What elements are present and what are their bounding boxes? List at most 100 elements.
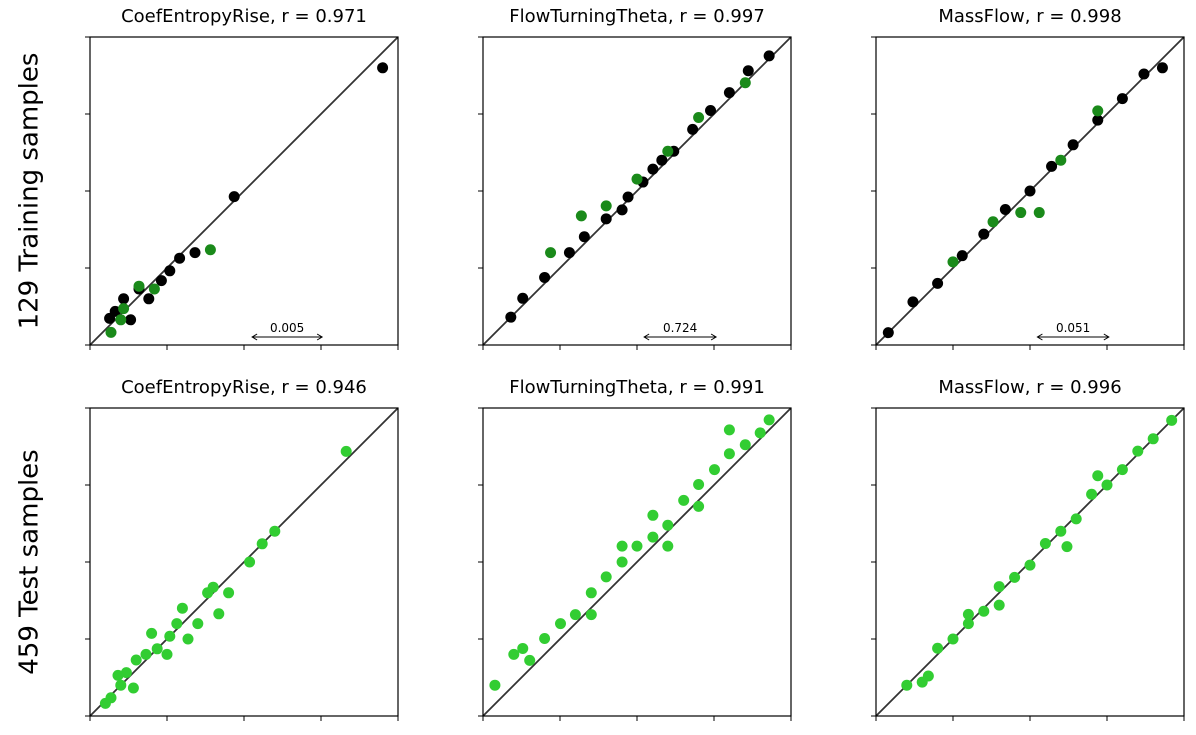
- point: [133, 280, 145, 292]
- point: [1009, 571, 1021, 583]
- point: [109, 305, 121, 317]
- point: [739, 77, 751, 89]
- point: [115, 314, 127, 326]
- point: [705, 105, 717, 117]
- row-label: 129 Training samples: [15, 53, 45, 330]
- point: [585, 609, 597, 621]
- point: [987, 216, 999, 228]
- point: [600, 200, 612, 212]
- point: [1092, 470, 1104, 482]
- point: [164, 265, 176, 277]
- point: [1132, 445, 1144, 457]
- point: [1086, 488, 1098, 500]
- point: [723, 87, 735, 99]
- point: [176, 602, 188, 614]
- point: [1015, 207, 1027, 219]
- point: [575, 210, 587, 222]
- point: [204, 244, 216, 256]
- point: [723, 448, 735, 460]
- point: [517, 292, 529, 304]
- scale-bar: [643, 333, 718, 341]
- point: [993, 599, 1005, 611]
- row-label: 459 Test samples: [15, 449, 45, 674]
- subplot-title: FlowTurningTheta, r = 0.991: [509, 377, 765, 398]
- point: [687, 123, 699, 135]
- point: [269, 525, 281, 537]
- point: [155, 275, 167, 287]
- diagonal: [89, 407, 399, 717]
- point: [662, 519, 674, 531]
- point: [678, 494, 690, 506]
- point: [662, 540, 674, 552]
- point: [1046, 160, 1058, 172]
- point: [340, 445, 352, 457]
- point: [171, 618, 183, 630]
- point: [569, 609, 581, 621]
- point: [161, 648, 173, 660]
- point: [739, 439, 751, 451]
- point: [1024, 185, 1036, 197]
- point: [143, 293, 155, 305]
- point: [947, 633, 959, 645]
- point: [554, 618, 566, 630]
- point: [125, 314, 137, 326]
- point: [223, 587, 235, 599]
- subplot: FlowTurningTheta, r = 0.997 0.724: [478, 6, 792, 350]
- subplot-title: CoefEntropyRise, r = 0.971: [121, 6, 367, 27]
- point: [524, 654, 536, 666]
- point: [105, 326, 117, 338]
- point: [947, 256, 959, 268]
- point: [907, 296, 919, 308]
- point: [112, 669, 124, 681]
- point: [600, 571, 612, 583]
- point: [978, 605, 990, 617]
- scale-bar-label: 0.724: [663, 321, 697, 335]
- point: [1166, 414, 1178, 426]
- point: [213, 608, 225, 620]
- point: [189, 247, 201, 259]
- point: [647, 509, 659, 521]
- point: [1092, 114, 1104, 126]
- point: [693, 111, 705, 123]
- point: [1101, 479, 1113, 491]
- point: [1061, 541, 1073, 553]
- subplot-title: FlowTurningTheta, r = 0.997: [509, 6, 765, 27]
- point: [1070, 513, 1082, 525]
- subplot-title: MassFlow, r = 0.996: [938, 377, 1121, 398]
- subplot: FlowTurningTheta, r = 0.991: [478, 377, 792, 721]
- point: [140, 648, 152, 660]
- point: [563, 247, 575, 259]
- point: [182, 633, 194, 645]
- point: [151, 643, 163, 655]
- point: [115, 679, 127, 691]
- subplot: CoefEntropyRise, r = 0.971 0.005: [85, 6, 399, 350]
- point: [1116, 93, 1128, 105]
- point: [1116, 464, 1128, 476]
- diagonal: [482, 36, 792, 346]
- point: [763, 50, 775, 62]
- point: [1055, 154, 1067, 166]
- point: [647, 163, 659, 175]
- point: [99, 697, 111, 709]
- subplot: MassFlow, r = 0.996: [871, 377, 1185, 721]
- point: [742, 65, 754, 77]
- point: [228, 191, 240, 203]
- point: [1147, 433, 1159, 445]
- point: [647, 531, 659, 543]
- subplot: MassFlow, r = 0.998 0.051: [871, 6, 1185, 350]
- point: [489, 679, 501, 691]
- point: [377, 62, 389, 74]
- point: [631, 173, 643, 185]
- point: [901, 679, 913, 691]
- point: [146, 627, 158, 639]
- diagonal: [482, 407, 792, 717]
- point: [616, 556, 628, 568]
- point: [916, 676, 928, 688]
- scale-bar-label: 0.005: [270, 321, 304, 335]
- point: [1024, 559, 1036, 571]
- point: [962, 618, 974, 630]
- diagonal: [89, 36, 399, 346]
- point: [1033, 207, 1045, 219]
- point: [1055, 525, 1067, 537]
- point: [120, 667, 132, 679]
